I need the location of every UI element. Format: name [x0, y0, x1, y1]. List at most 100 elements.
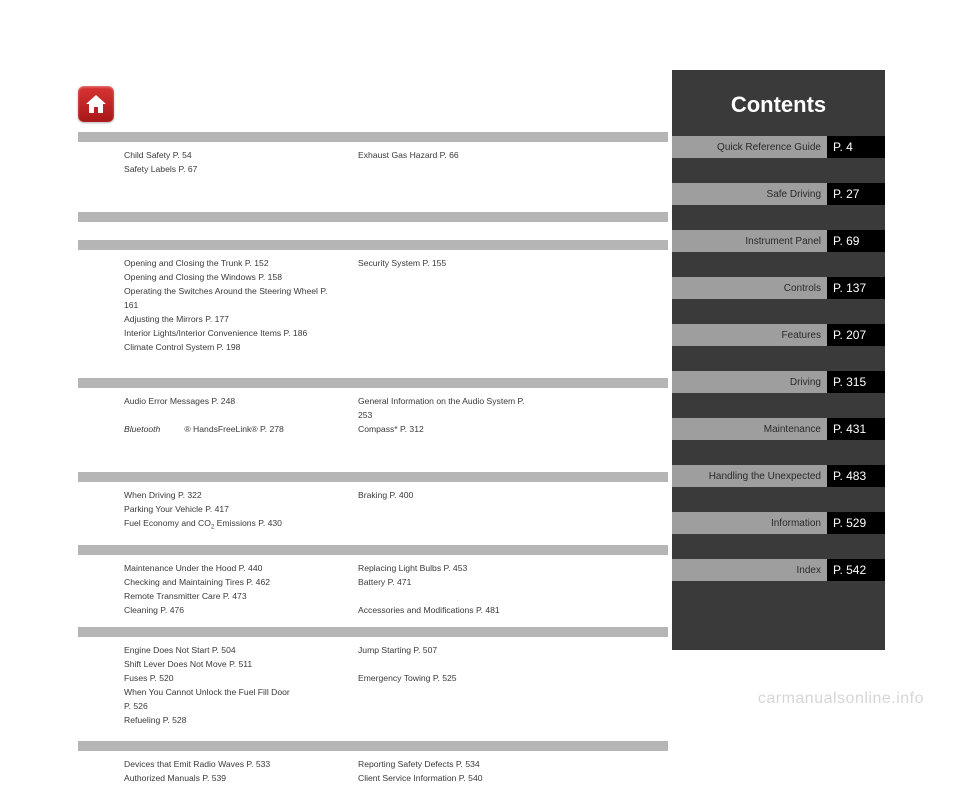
- toc-entry[interactable]: Security System P. 155: [358, 256, 538, 270]
- toc-entry: [358, 713, 538, 727]
- toc-page: P. 69: [827, 230, 885, 252]
- item-row: When Driving P. 322 Braking P. 400 Parking…: [124, 488, 668, 516]
- toc-entry[interactable]: Checking and Maintaining Tires P. 462: [124, 575, 334, 589]
- toc-entry[interactable]: Emergency Towing P. 525: [358, 671, 538, 685]
- toc-entry[interactable]: Reporting Safety Defects P. 534: [358, 757, 538, 771]
- toc-item[interactable]: Handling the UnexpectedP. 483: [672, 465, 885, 487]
- toc-entry[interactable]: Audio Error Messages P. 248: [124, 394, 334, 422]
- toc-item[interactable]: FeaturesP. 207: [672, 324, 885, 346]
- toc-entry[interactable]: Cleaning P. 476: [124, 603, 334, 617]
- toc-entry[interactable]: Accessories and Modifications P. 481: [358, 603, 538, 617]
- content-section: Maintenance Under the Hood P. 440 Replaci…: [78, 545, 668, 623]
- item-row: Authorized Manuals P. 539 Client Service …: [124, 771, 668, 785]
- toc-entry[interactable]: Fuses P. 520: [124, 671, 334, 685]
- toc-entry[interactable]: Maintenance Under the Hood P. 440: [124, 561, 334, 575]
- toc-entry[interactable]: Exhaust Gas Hazard P. 66: [358, 148, 538, 162]
- content-section: Audio Error Messages P. 248 General Infor…: [78, 378, 668, 442]
- watermark-text: carmanualsonline.info: [758, 690, 924, 708]
- toc-label: Controls: [672, 277, 827, 299]
- toc-item[interactable]: MaintenanceP. 431: [672, 418, 885, 440]
- section-items: Maintenance Under the Hood P. 440 Replaci…: [78, 557, 668, 623]
- item-row: Child Safety P. 54 Exhaust Gas Hazard P. …: [124, 148, 668, 176]
- toc-entry[interactable]: Parking Your Vehicle P. 417: [124, 502, 294, 516]
- toc-page: P. 483: [827, 465, 885, 487]
- toc-label: Safe Driving: [672, 183, 827, 205]
- section-bar: [78, 378, 668, 388]
- content-section: Opening and Closing the Trunk P. 152 Secu…: [78, 240, 668, 360]
- section-items: When Driving P. 322 Braking P. 400 Parking…: [78, 484, 668, 541]
- toc-entry[interactable]: Client Service Information P. 540: [358, 771, 538, 785]
- toc-label: Maintenance: [672, 418, 827, 440]
- toc-entry[interactable]: Refueling P. 528: [124, 713, 334, 727]
- toc-entry[interactable]: Bluetooth® HandsFreeLink® P. 278: [124, 422, 334, 436]
- toc-entry[interactable]: Interior Lights/Interior Convenience Ite…: [124, 326, 334, 340]
- toc-entry[interactable]: Climate Control System P. 198: [124, 340, 294, 354]
- toc-entry[interactable]: Battery P. 471: [358, 575, 538, 589]
- content-section: Engine Does Not Start P. 504 Jump Startin…: [78, 627, 668, 733]
- toc-page: P. 4: [827, 136, 885, 158]
- section-items: Audio Error Messages P. 248 General Infor…: [78, 390, 668, 442]
- toc-entry[interactable]: Jump Starting P. 507: [358, 643, 538, 657]
- toc-entry[interactable]: When Driving P. 322: [124, 488, 334, 502]
- item-row: Fuses P. 520 Emergency Towing P. 525 When …: [124, 671, 668, 713]
- item-row: Cleaning P. 476 Accessories and Modificat…: [124, 603, 668, 617]
- section-bar: [78, 132, 668, 142]
- toc-entry[interactable]: Fuel Economy and CO2 Emissions P. 430: [124, 516, 334, 535]
- toc-entry[interactable]: Shift Lever Does Not Move P. 511: [124, 657, 294, 671]
- item-row: Devices that Emit Radio Waves P. 533 Repo…: [124, 757, 668, 771]
- toc-label: Driving: [672, 371, 827, 393]
- toc-entry[interactable]: Devices that Emit Radio Waves P. 533: [124, 757, 334, 771]
- item-row: Audio Error Messages P. 248 General Infor…: [124, 394, 668, 422]
- toc-entry: [358, 516, 538, 535]
- content-sections: Child Safety P. 54 Exhaust Gas Hazard P. …: [78, 132, 668, 799]
- toc-entry[interactable]: Opening and Closing the Trunk P. 152: [124, 256, 334, 270]
- section-bar: [78, 545, 668, 555]
- toc-entry[interactable]: Child Safety P. 54: [124, 148, 334, 162]
- toc-item[interactable]: DrivingP. 315: [672, 371, 885, 393]
- toc-item[interactable]: Instrument PanelP. 69: [672, 230, 885, 252]
- toc-page: P. 137: [827, 277, 885, 299]
- toc-entry[interactable]: Remote Transmitter Care P. 473: [124, 589, 294, 603]
- item-row: Checking and Maintaining Tires P. 462 Bat…: [124, 575, 668, 603]
- toc-page: P. 542: [827, 559, 885, 581]
- section-bar: [78, 741, 668, 751]
- item-row: Maintenance Under the Hood P. 440 Replaci…: [124, 561, 668, 575]
- toc-entry[interactable]: Opening and Closing the Windows P. 158: [124, 270, 294, 284]
- toc-entry[interactable]: General Information on the Audio System …: [358, 394, 538, 422]
- toc-page: P. 207: [827, 324, 885, 346]
- toc-list: Quick Reference GuideP. 4Safe DrivingP. …: [672, 136, 885, 581]
- section-items: Opening and Closing the Trunk P. 152 Secu…: [78, 252, 668, 360]
- toc-entry[interactable]: Operating the Switches Around the Steeri…: [124, 284, 334, 312]
- section-bar: [78, 212, 668, 222]
- toc-label: Quick Reference Guide: [672, 136, 827, 158]
- toc-entry[interactable]: Safety Labels P. 67: [124, 162, 294, 176]
- toc-entry[interactable]: Compass* P. 312: [358, 422, 538, 436]
- toc-entry[interactable]: When You Cannot Unlock the Fuel Fill Doo…: [124, 685, 294, 713]
- toc-item[interactable]: ControlsP. 137: [672, 277, 885, 299]
- toc-entry[interactable]: Braking P. 400: [358, 488, 538, 502]
- sidebar-title: Contents: [672, 70, 885, 136]
- toc-label: Handling the Unexpected: [672, 465, 827, 487]
- toc-item[interactable]: InformationP. 529: [672, 512, 885, 534]
- home-icon: [84, 92, 108, 116]
- toc-item[interactable]: Quick Reference GuideP. 4: [672, 136, 885, 158]
- toc-label: Instrument Panel: [672, 230, 827, 252]
- toc-entry: [358, 284, 538, 312]
- toc-entry[interactable]: Authorized Manuals P. 539: [124, 771, 334, 785]
- toc-item[interactable]: IndexP. 542: [672, 559, 885, 581]
- toc-page: P. 431: [827, 418, 885, 440]
- content-section: [78, 212, 668, 222]
- item-row: Interior Lights/Interior Convenience Ite…: [124, 326, 668, 354]
- content-section: When Driving P. 322 Braking P. 400 Parking…: [78, 472, 668, 541]
- toc-item[interactable]: Safe DrivingP. 27: [672, 183, 885, 205]
- toc-entry[interactable]: Replacing Light Bulbs P. 453: [358, 561, 538, 575]
- item-row: Opening and Closing the Trunk P. 152 Secu…: [124, 256, 668, 284]
- toc-entry: [358, 326, 538, 340]
- toc-entry[interactable]: Adjusting the Mirrors P. 177: [124, 312, 294, 326]
- home-button[interactable]: [78, 86, 114, 122]
- item-row: Operating the Switches Around the Steeri…: [124, 284, 668, 326]
- item-row: Engine Does Not Start P. 504 Jump Startin…: [124, 643, 668, 671]
- section-items: Devices that Emit Radio Waves P. 533 Repo…: [78, 753, 668, 791]
- toc-entry[interactable]: Engine Does Not Start P. 504: [124, 643, 334, 657]
- toc-page: P. 315: [827, 371, 885, 393]
